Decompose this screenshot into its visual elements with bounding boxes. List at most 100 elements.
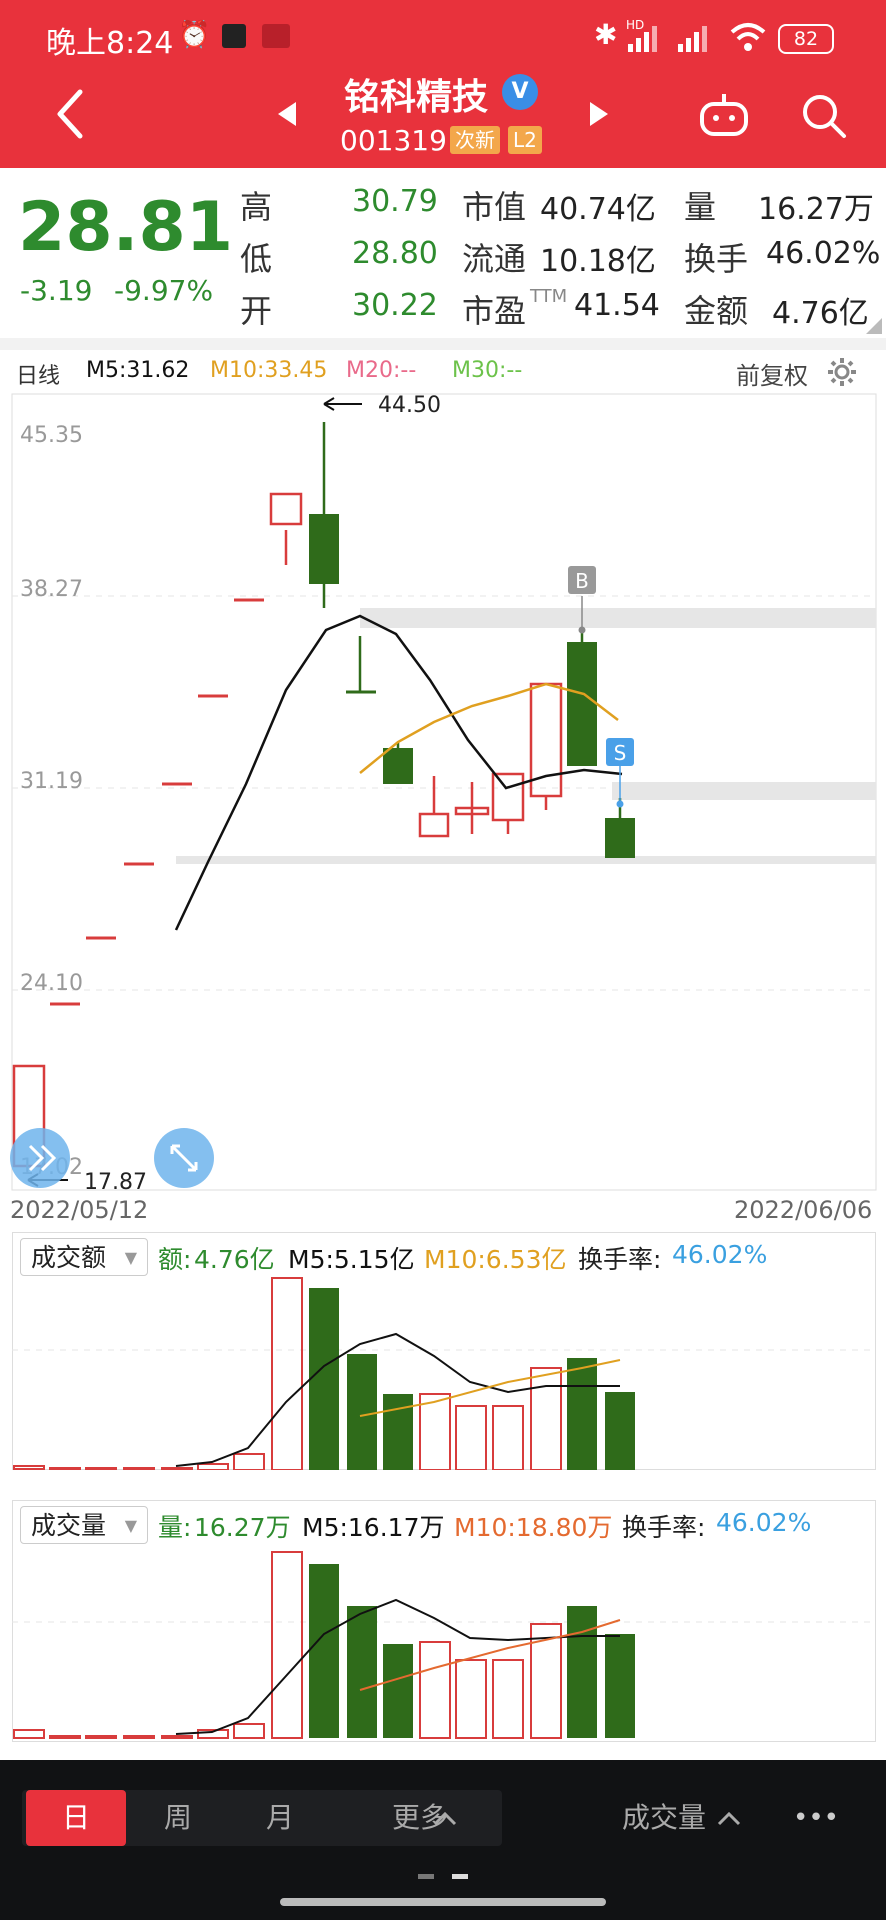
adjust-mode-label[interactable]: 前复权 [736, 362, 808, 390]
volume-bar [605, 1634, 635, 1738]
volume-value: 16.27万 [758, 192, 874, 227]
indicator-selector[interactable]: 成交量 [621, 1801, 706, 1834]
ma30-legend: M30:-- [452, 358, 523, 383]
amount-selector-label: 成交额 [31, 1243, 107, 1272]
ma20-legend: M20:-- [346, 358, 417, 383]
pe-value: 41.54 [574, 288, 660, 323]
chart-notification-icon [262, 24, 290, 48]
float-label: 流通 [462, 240, 527, 278]
new-stock-tag: 次新 [450, 126, 500, 154]
amount-selector[interactable]: 成交额 ▼ [20, 1238, 148, 1276]
tab-month[interactable]: 月 [265, 1801, 294, 1834]
turnover-label: 换手 [684, 240, 749, 278]
volume-bar [271, 1551, 303, 1739]
sell-marker-dot [616, 800, 624, 808]
volume-turnover: 46.02% [716, 1508, 812, 1537]
volume-bar [85, 1735, 117, 1739]
candle [383, 748, 413, 784]
page-indicator-dot-active [452, 1874, 468, 1879]
candle [567, 642, 597, 766]
amount-bar [530, 1367, 562, 1470]
amount-bar [309, 1288, 339, 1470]
sell-marker [606, 738, 634, 766]
period-label[interactable]: 日线 [16, 364, 61, 389]
section-divider [0, 338, 886, 350]
tab-day[interactable]: 日 [26, 1790, 126, 1846]
candle [454, 806, 490, 816]
buy-marker-label: B [575, 569, 589, 593]
expand-corner-icon[interactable] [866, 318, 882, 334]
amount-value: 4.76亿 [772, 296, 869, 331]
amount-bar [492, 1405, 524, 1470]
amount-bar [567, 1358, 597, 1470]
amount-bar [419, 1393, 451, 1470]
amount-bar [271, 1277, 303, 1470]
amount-bar [85, 1467, 117, 1470]
volume-ma5: M5:16.17万 [302, 1513, 445, 1542]
open-label: 开 [240, 292, 273, 330]
stock-code: 001319 [340, 124, 447, 157]
amount-value-label: 额: [158, 1245, 192, 1274]
search-icon[interactable] [800, 92, 848, 140]
fullscreen-button[interactable] [154, 1128, 214, 1188]
max-annotation: 44.50 [323, 393, 441, 418]
volume-label: 量 [684, 188, 717, 226]
volume-bar [419, 1641, 451, 1739]
volume-bar [309, 1564, 339, 1738]
float-value: 10.18亿 [540, 244, 656, 279]
more-menu-icon[interactable]: ••• [792, 1803, 839, 1833]
buy-marker-dot [578, 626, 586, 634]
amount-bar [123, 1467, 155, 1470]
settings-gear-icon[interactable] [826, 356, 858, 388]
amount-value: 4.76亿 [194, 1245, 275, 1274]
open-value: 30.22 [352, 288, 438, 323]
candle [418, 812, 450, 838]
amount-bars [12, 1277, 876, 1470]
volume-bar [49, 1735, 81, 1739]
tab-more[interactable]: 更多 [391, 1801, 448, 1834]
buy-marker [568, 566, 596, 594]
prev-stock-icon[interactable] [276, 100, 298, 128]
amount-ma5-line [175, 1332, 620, 1467]
amount-bar [13, 1465, 45, 1470]
app-notification-icon [222, 24, 246, 48]
tab-week[interactable]: 周 [163, 1801, 192, 1834]
amount-label: 金额 [684, 292, 749, 330]
amount-bar [605, 1392, 635, 1470]
min-label: 17.87 [84, 1170, 147, 1195]
wifi-icon [730, 23, 766, 51]
back-icon[interactable] [52, 88, 88, 140]
pe-label: 市盈 [462, 292, 527, 330]
next-stock-icon[interactable] [588, 100, 610, 128]
volume-turnover-label: 换手率: [622, 1513, 706, 1542]
scroll-left-button[interactable] [10, 1128, 70, 1188]
support-zone [612, 782, 876, 800]
resistance-zone [360, 608, 876, 628]
volume-ma10-line [359, 1619, 621, 1691]
stock-name: 铭科精技 [344, 77, 489, 118]
price-change: -3.19 [20, 274, 93, 307]
volume-bar [123, 1735, 155, 1739]
y-axis-label: 24.10 [20, 971, 83, 996]
kline-chart[interactable]: B S 44.50 17.87 45.35 38.27 31.19 24.10 … [0, 390, 886, 1200]
volume-selector[interactable]: 成交量 ▼ [20, 1506, 148, 1544]
volume-ma5-line [175, 1598, 620, 1735]
max-label: 44.50 [378, 393, 441, 418]
verified-badge: V [502, 74, 538, 110]
alarm-icon: ⏰ [178, 20, 211, 50]
high-label: 高 [240, 188, 273, 226]
low-label: 低 [240, 240, 273, 278]
home-indicator[interactable] [280, 1898, 606, 1906]
amount-bar [161, 1467, 193, 1470]
volume-bar [161, 1735, 193, 1739]
current-price: 28.81 [18, 188, 234, 267]
ma10-line [359, 682, 619, 774]
mktcap-value: 40.74亿 [540, 192, 656, 227]
min-annotation: 17.87 [27, 1170, 147, 1195]
page-indicator-dot [418, 1874, 434, 1879]
bluetooth-icon: ✱ [594, 18, 618, 51]
amount-ma10-line [359, 1359, 621, 1417]
robot-icon[interactable] [696, 92, 752, 138]
volume-bar [455, 1659, 487, 1739]
candle [605, 818, 635, 858]
